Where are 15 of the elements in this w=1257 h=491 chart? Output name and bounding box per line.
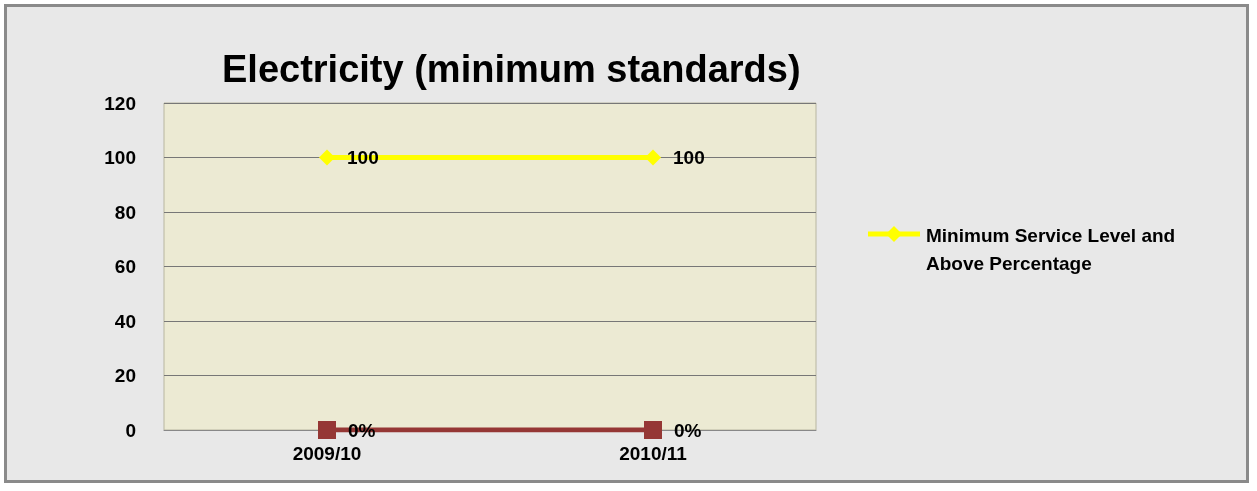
data-label: 0%: [674, 419, 702, 441]
y-tick-label: 120: [104, 92, 136, 114]
data-label: 100: [347, 147, 379, 168]
y-tick-label: 40: [114, 310, 136, 332]
x-tick-label: 2009/10: [292, 443, 362, 464]
y-tick-label: 80: [114, 201, 136, 223]
chart-title: Electricity (minimum standards): [222, 48, 801, 90]
data-label: 0%: [348, 419, 376, 441]
legend-label: Minimum Service Level and Above Percentage: [926, 224, 1177, 276]
y-tick-label: 20: [114, 365, 136, 386]
y-tick-label: 60: [114, 256, 136, 277]
y-tick-label: 0: [125, 419, 136, 441]
y-tick-label: 100: [104, 147, 136, 168]
data-label: 100: [673, 147, 705, 168]
x-tick-label: 2010/11: [619, 443, 688, 464]
